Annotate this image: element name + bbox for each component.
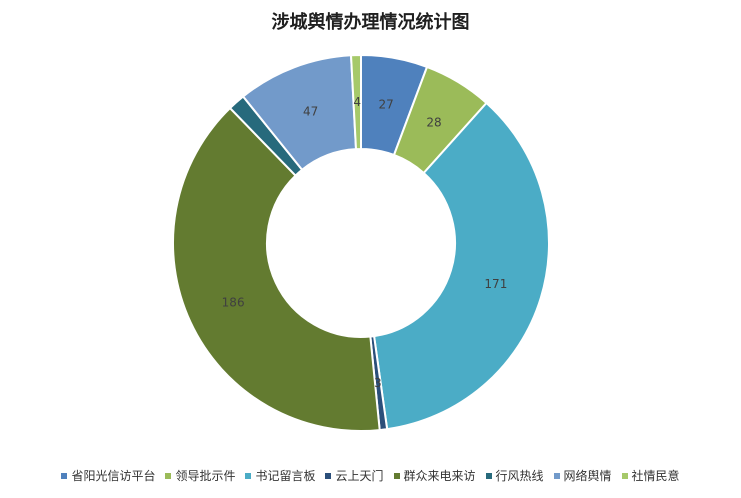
legend-swatch [621,472,628,479]
legend-label: 书记留言板 [255,469,316,483]
legend: 省阳光信访平台 领导批示件 书记留言板 云上天门 群众来电来访 行风热线 网络舆情 社情民意 [0,467,741,484]
legend-label: 社情民意 [631,469,680,483]
legend-label: 网络舆情 [563,469,612,483]
chart-title: 涉城舆情办理情况统计图 [271,12,470,33]
legend-swatch [393,472,400,479]
data-label-4: 186 [222,295,245,309]
legend-item: 云上天门 [325,467,384,484]
legend-label: 行风热线 [495,469,544,483]
legend-item: 社情民意 [621,467,680,484]
slice-2 [372,101,550,431]
legend-label: 群众来电来访 [403,469,476,483]
data-label-6: 47 [303,104,318,118]
legend-item: 群众来电来访 [393,467,476,484]
data-label-1: 28 [426,115,441,129]
legend-swatch [165,472,172,479]
legend-item: 行风热线 [485,467,544,484]
labels-group: 27 28 171 3 186 47 4 [222,95,508,390]
data-label-3: 3 [374,376,382,390]
legend-swatch [245,472,252,479]
legend-item: 书记留言板 [245,467,315,484]
legend-item: 省阳光信访平台 [61,467,155,484]
slice-4 [172,106,381,432]
data-label-2: 171 [484,277,507,291]
legend-label: 省阳光信访平台 [71,469,156,483]
data-label-7: 4 [353,95,361,109]
legend-swatch [61,472,68,479]
legend-swatch [325,472,332,479]
legend-item: 网络舆情 [553,467,612,484]
legend-label: 领导批示件 [175,469,236,483]
legend-swatch [485,472,492,479]
slices-group [172,53,550,432]
slice-7 [349,53,362,151]
legend-label: 云上天门 [335,469,384,483]
data-label-0: 27 [379,97,394,111]
legend-item: 领导批示件 [165,467,235,484]
legend-swatch [553,472,560,479]
